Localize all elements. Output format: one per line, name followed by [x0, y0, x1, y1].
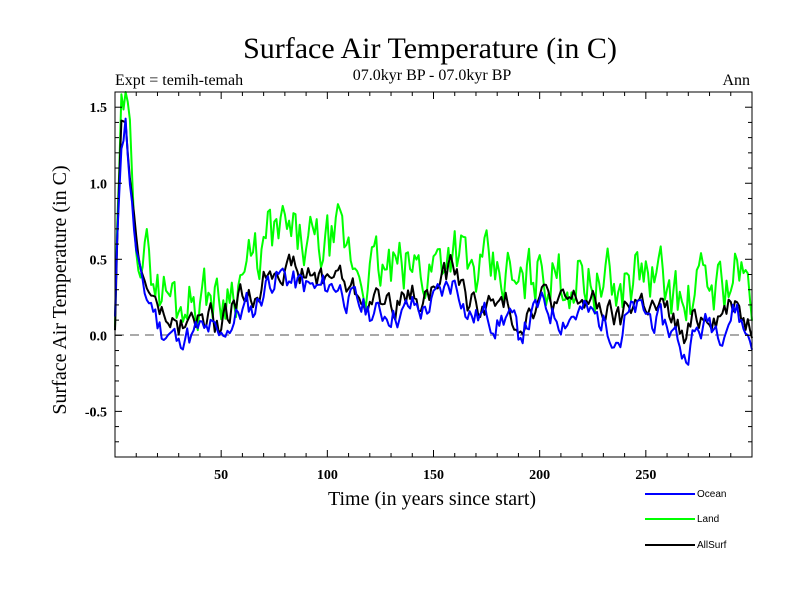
- legend-land-label: Land: [697, 514, 719, 525]
- y-tick-label: -0.5: [85, 405, 107, 420]
- x-axis-label: Time (in years since start): [328, 488, 536, 510]
- x-tick-label: 150: [423, 468, 444, 483]
- chart-title: Surface Air Temperature (in C): [243, 32, 617, 65]
- period-label: 07.0kyr BP - 07.0kyr BP: [353, 67, 512, 84]
- y-tick-label: 1.5: [90, 101, 108, 116]
- x-tick-label: 100: [317, 468, 338, 483]
- legend-allsurf-label: AllSurf: [697, 540, 727, 551]
- legend-ocean-label: Ocean: [697, 489, 726, 500]
- y-tick-label: 1.0: [90, 177, 108, 192]
- y-axis-label: Surface Air Temperature (in C): [49, 165, 71, 414]
- series-line-ocean: [114, 117, 753, 366]
- y-tick-label: 0.5: [90, 253, 108, 268]
- series-line-allsurf: [114, 119, 753, 345]
- experiment-label: Expt = temih-temah: [115, 72, 243, 89]
- y-tick-label: 0.0: [90, 329, 108, 344]
- plot-frame: [114, 91, 753, 458]
- x-tick-label: 200: [529, 468, 550, 483]
- ticks-layer: 50 100 150 200 250 -0.5 0.0 0.5 1.0 1.5: [85, 92, 752, 483]
- legend: Ocean Land AllSurf: [645, 489, 727, 551]
- series-layer: [114, 91, 753, 366]
- season-label: Ann: [722, 72, 750, 89]
- x-tick-label: 250: [635, 468, 656, 483]
- series-line-land: [114, 91, 753, 332]
- x-tick-label: 50: [214, 468, 228, 483]
